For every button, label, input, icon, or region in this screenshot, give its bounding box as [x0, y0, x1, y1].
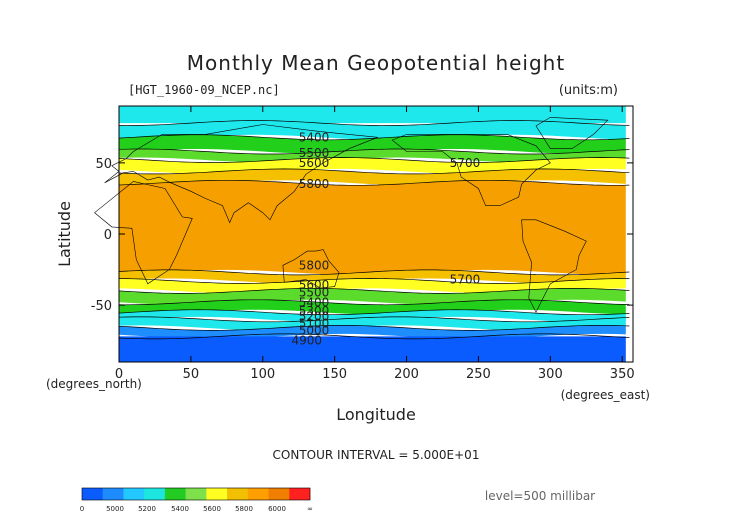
contour-line: [118, 148, 630, 155]
contour-line: [118, 157, 630, 163]
contour-label: 5700: [450, 273, 481, 287]
colorbar-swatch: [82, 488, 104, 500]
contour-label: 5700: [450, 156, 481, 170]
colorbar-swatch: [289, 488, 311, 500]
colorbar-swatch: [164, 488, 186, 500]
contour-label: 5400: [299, 130, 330, 144]
colorbar-swatch: [123, 488, 145, 500]
continent-outline: [104, 124, 378, 224]
colorbar-swatch: [102, 488, 124, 500]
continent-outline: [521, 219, 587, 313]
contour-band: [119, 120, 626, 140]
contour-label: 4900: [292, 334, 323, 348]
contour-line: [118, 278, 630, 284]
y-tick-label: 0: [104, 228, 112, 243]
contour-label: 5500: [299, 285, 330, 299]
colorbar-swatch: [268, 488, 290, 500]
x-tick-label: 50: [183, 367, 200, 382]
x-tick-label: 300: [538, 367, 563, 382]
x-tick-label: 100: [250, 367, 275, 382]
continent-outline: [94, 181, 193, 285]
colorbar-label: 5400: [171, 505, 189, 513]
contour-line: [118, 325, 630, 331]
contour-band: [119, 309, 626, 322]
contour-label: 5400: [299, 295, 330, 309]
contour-line: [118, 333, 630, 340]
contour-band: [119, 149, 626, 163]
contour-label: 5600: [299, 278, 330, 292]
file-label: [HGT_1960-09_NCEP.nc]: [128, 83, 280, 97]
x-tick-label: 250: [466, 367, 491, 382]
colorbar-label: 0: [80, 505, 84, 513]
y-axis-ticks: -50 0 50: [91, 157, 633, 314]
x-tick-label: 200: [394, 367, 419, 382]
colorbar-label: ∞: [307, 505, 313, 513]
contour-interval-text: CONTOUR INTERVAL = 5.000E+01: [273, 448, 480, 462]
colorbar-swatch: [144, 488, 166, 500]
level-text: level=500 millibar: [485, 489, 595, 503]
contour-band: [119, 336, 626, 362]
x-tick-label: 350: [610, 367, 635, 382]
colorbar-swatch: [185, 488, 207, 500]
contour-band: [119, 180, 626, 275]
contour-line: [118, 168, 630, 175]
contour-line: [118, 316, 630, 323]
chart-title: Monthly Mean Geopotential height: [187, 51, 565, 75]
colorbar-label: 5800: [235, 505, 253, 513]
contour-label: 5200: [299, 309, 330, 323]
contour-line: [118, 309, 630, 316]
contour-label: 5600: [299, 156, 330, 170]
colorbar-swatch: [247, 488, 269, 500]
contour-band: [119, 134, 626, 155]
x-axis-ticks: 0 50 100 150 200 250 300 350: [115, 106, 635, 382]
y-tick-label: 50: [95, 157, 112, 172]
contour-line: [118, 269, 630, 276]
contour-line: [118, 134, 630, 141]
contour-band: [119, 299, 626, 315]
x-axis-label: Longitude: [336, 405, 416, 424]
colorbar-label: 5000: [106, 505, 124, 513]
colorbar-label: 5600: [203, 505, 221, 513]
continent-outline: [535, 117, 609, 149]
contour-band: [119, 106, 626, 124]
x-tick-label: 0: [115, 367, 123, 382]
contour-label: 5800: [299, 177, 330, 191]
contour-line: [118, 299, 630, 306]
x-unit-label: (degrees_east): [561, 388, 650, 402]
contour-label: 5800: [299, 258, 330, 272]
units-label: (units:m): [559, 83, 618, 98]
colorbar-swatch: [227, 488, 249, 500]
colorbar-label: 6000: [268, 505, 286, 513]
contour-line: [118, 288, 630, 294]
continent-outline: [282, 249, 340, 289]
x-tick-label: 150: [322, 367, 347, 382]
y-axis-label: Latitude: [55, 201, 74, 267]
continent-outline: [391, 134, 551, 206]
colorbar-swatch: [206, 488, 228, 500]
contour-label: 5500: [299, 146, 330, 160]
colorbar-label: 5200: [138, 505, 156, 513]
continent-outlines: [94, 117, 609, 313]
colorbar-frame: [81, 487, 311, 501]
colorbar: 0 5000 5200 5400 5600 5800 6000 ∞: [80, 487, 313, 513]
y-unit-label: (degrees_north): [46, 377, 142, 391]
contour-label: 5000: [299, 324, 330, 338]
contour-line: [118, 179, 630, 186]
contour-lines: [118, 120, 630, 340]
contour-band: [119, 278, 626, 294]
contour-band: [119, 316, 626, 331]
contour-band: [119, 325, 626, 339]
contour-label: 5300: [299, 304, 330, 318]
contour-label: 5100: [299, 317, 330, 331]
y-tick-label: -50: [91, 299, 112, 314]
plot-bands: [119, 106, 626, 362]
